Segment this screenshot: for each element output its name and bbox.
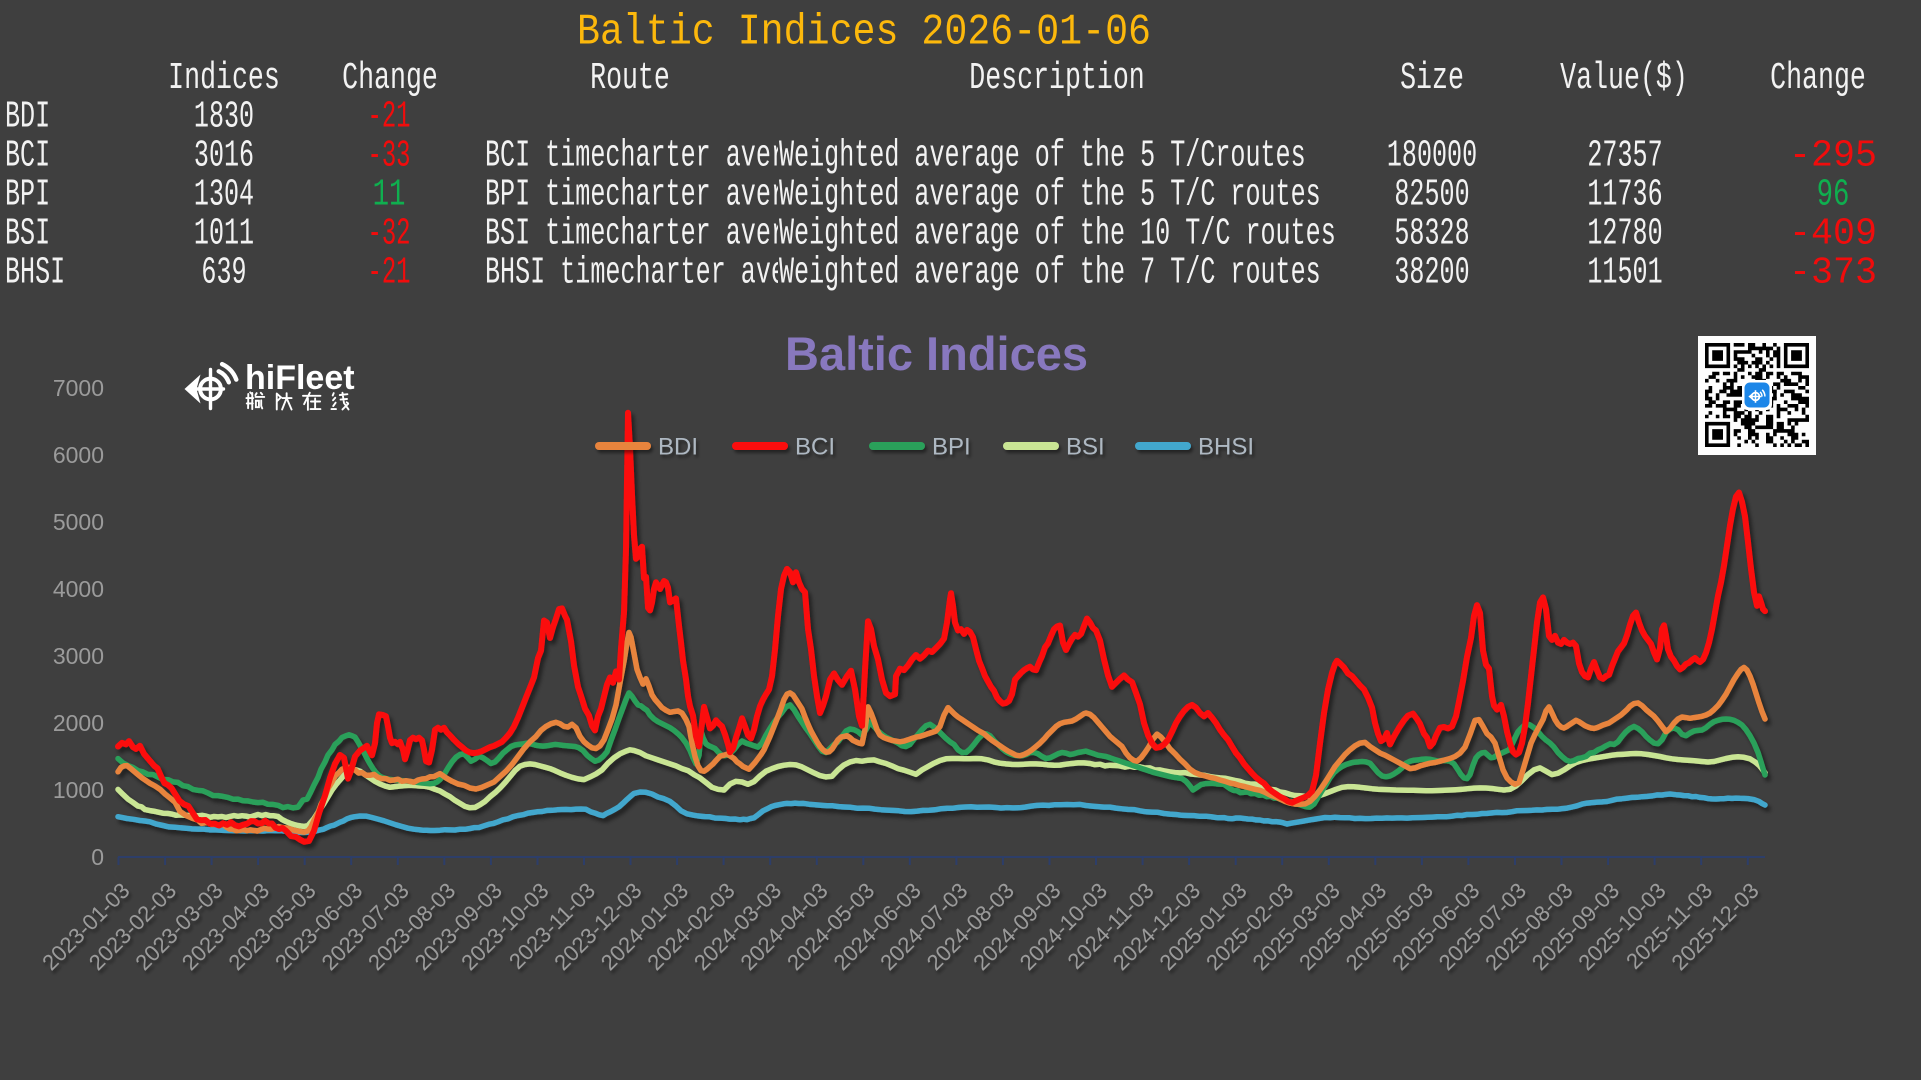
svg-text:2000: 2000 xyxy=(53,710,104,736)
svg-text:-21: -21 xyxy=(367,95,410,138)
svg-text:82500: 82500 xyxy=(1394,173,1469,217)
svg-text:11501: 11501 xyxy=(1587,251,1662,295)
svg-text:BSI: BSI xyxy=(1066,434,1105,461)
svg-text:BHSI timecharter averages: BHSI timecharter averages xyxy=(485,251,861,295)
svg-text:BPI: BPI xyxy=(932,434,971,461)
svg-text:4000: 4000 xyxy=(53,576,104,602)
svg-text:hiFleet: hiFleet xyxy=(245,359,355,397)
svg-text:Baltic Indices 2026-01-06: Baltic Indices 2026-01-06 xyxy=(577,8,1151,57)
svg-text:58328: 58328 xyxy=(1394,212,1469,256)
svg-text:3016: 3016 xyxy=(194,134,254,178)
svg-text:Weighted average of the 5 T/Cr: Weighted average of the 5 T/Croutes xyxy=(779,134,1306,178)
svg-text:Route: Route xyxy=(590,57,670,100)
svg-text:11736: 11736 xyxy=(1587,173,1662,217)
svg-text:27357: 27357 xyxy=(1587,134,1662,178)
svg-text:BCI timecharter averages: BCI timecharter averages xyxy=(485,134,846,178)
svg-text:Indices: Indices xyxy=(168,57,280,100)
svg-text:BDI: BDI xyxy=(5,95,50,139)
svg-text:1304: 1304 xyxy=(194,173,254,217)
svg-text:BDI: BDI xyxy=(658,434,698,461)
svg-text:-33: -33 xyxy=(367,134,410,177)
svg-text:Weighted average of the 5 T/C: Weighted average of the 5 T/C routes xyxy=(779,173,1321,217)
svg-text:Value($): Value($) xyxy=(1560,57,1688,100)
svg-text:96: 96 xyxy=(1817,172,1850,216)
svg-text:180000: 180000 xyxy=(1387,134,1477,178)
svg-text:1011: 1011 xyxy=(194,212,254,256)
svg-text:-21: -21 xyxy=(367,251,410,294)
svg-text:BPI timecharter averages: BPI timecharter averages xyxy=(485,173,846,217)
svg-text:BSI timecharter averages: BSI timecharter averages xyxy=(485,212,846,256)
svg-text:1830: 1830 xyxy=(194,95,254,139)
svg-text:-295: -295 xyxy=(1789,135,1877,178)
svg-text:38200: 38200 xyxy=(1394,251,1469,295)
svg-text:7000: 7000 xyxy=(53,375,104,401)
svg-text:BCI: BCI xyxy=(5,134,50,178)
svg-text:1000: 1000 xyxy=(53,777,104,803)
svg-text:-32: -32 xyxy=(367,212,410,255)
svg-text:6000: 6000 xyxy=(53,442,104,468)
svg-text:5000: 5000 xyxy=(53,509,104,535)
svg-text:BCI: BCI xyxy=(795,434,835,461)
svg-text:0: 0 xyxy=(91,844,104,870)
svg-text:BHSI: BHSI xyxy=(5,251,65,295)
svg-text:639: 639 xyxy=(201,251,246,295)
svg-text:Description: Description xyxy=(969,57,1145,100)
svg-text:BSI: BSI xyxy=(5,212,50,256)
svg-text:BHSI: BHSI xyxy=(1198,434,1254,461)
svg-text:Baltic Indices: Baltic Indices xyxy=(785,327,1088,380)
svg-text:Change: Change xyxy=(342,57,438,100)
svg-text:Size: Size xyxy=(1400,57,1464,100)
svg-text:3000: 3000 xyxy=(53,643,104,669)
svg-text:12780: 12780 xyxy=(1587,212,1662,256)
svg-text:-373: -373 xyxy=(1789,252,1877,295)
svg-text:-409: -409 xyxy=(1789,213,1877,256)
svg-text:BPI: BPI xyxy=(5,173,50,217)
svg-text:Weighted average of the 10 T/C: Weighted average of the 10 T/C routes xyxy=(779,212,1336,256)
svg-text:Weighted average of the 7 T/C: Weighted average of the 7 T/C routes xyxy=(779,251,1321,295)
svg-text:11: 11 xyxy=(373,172,406,216)
svg-text:Change: Change xyxy=(1770,57,1866,100)
